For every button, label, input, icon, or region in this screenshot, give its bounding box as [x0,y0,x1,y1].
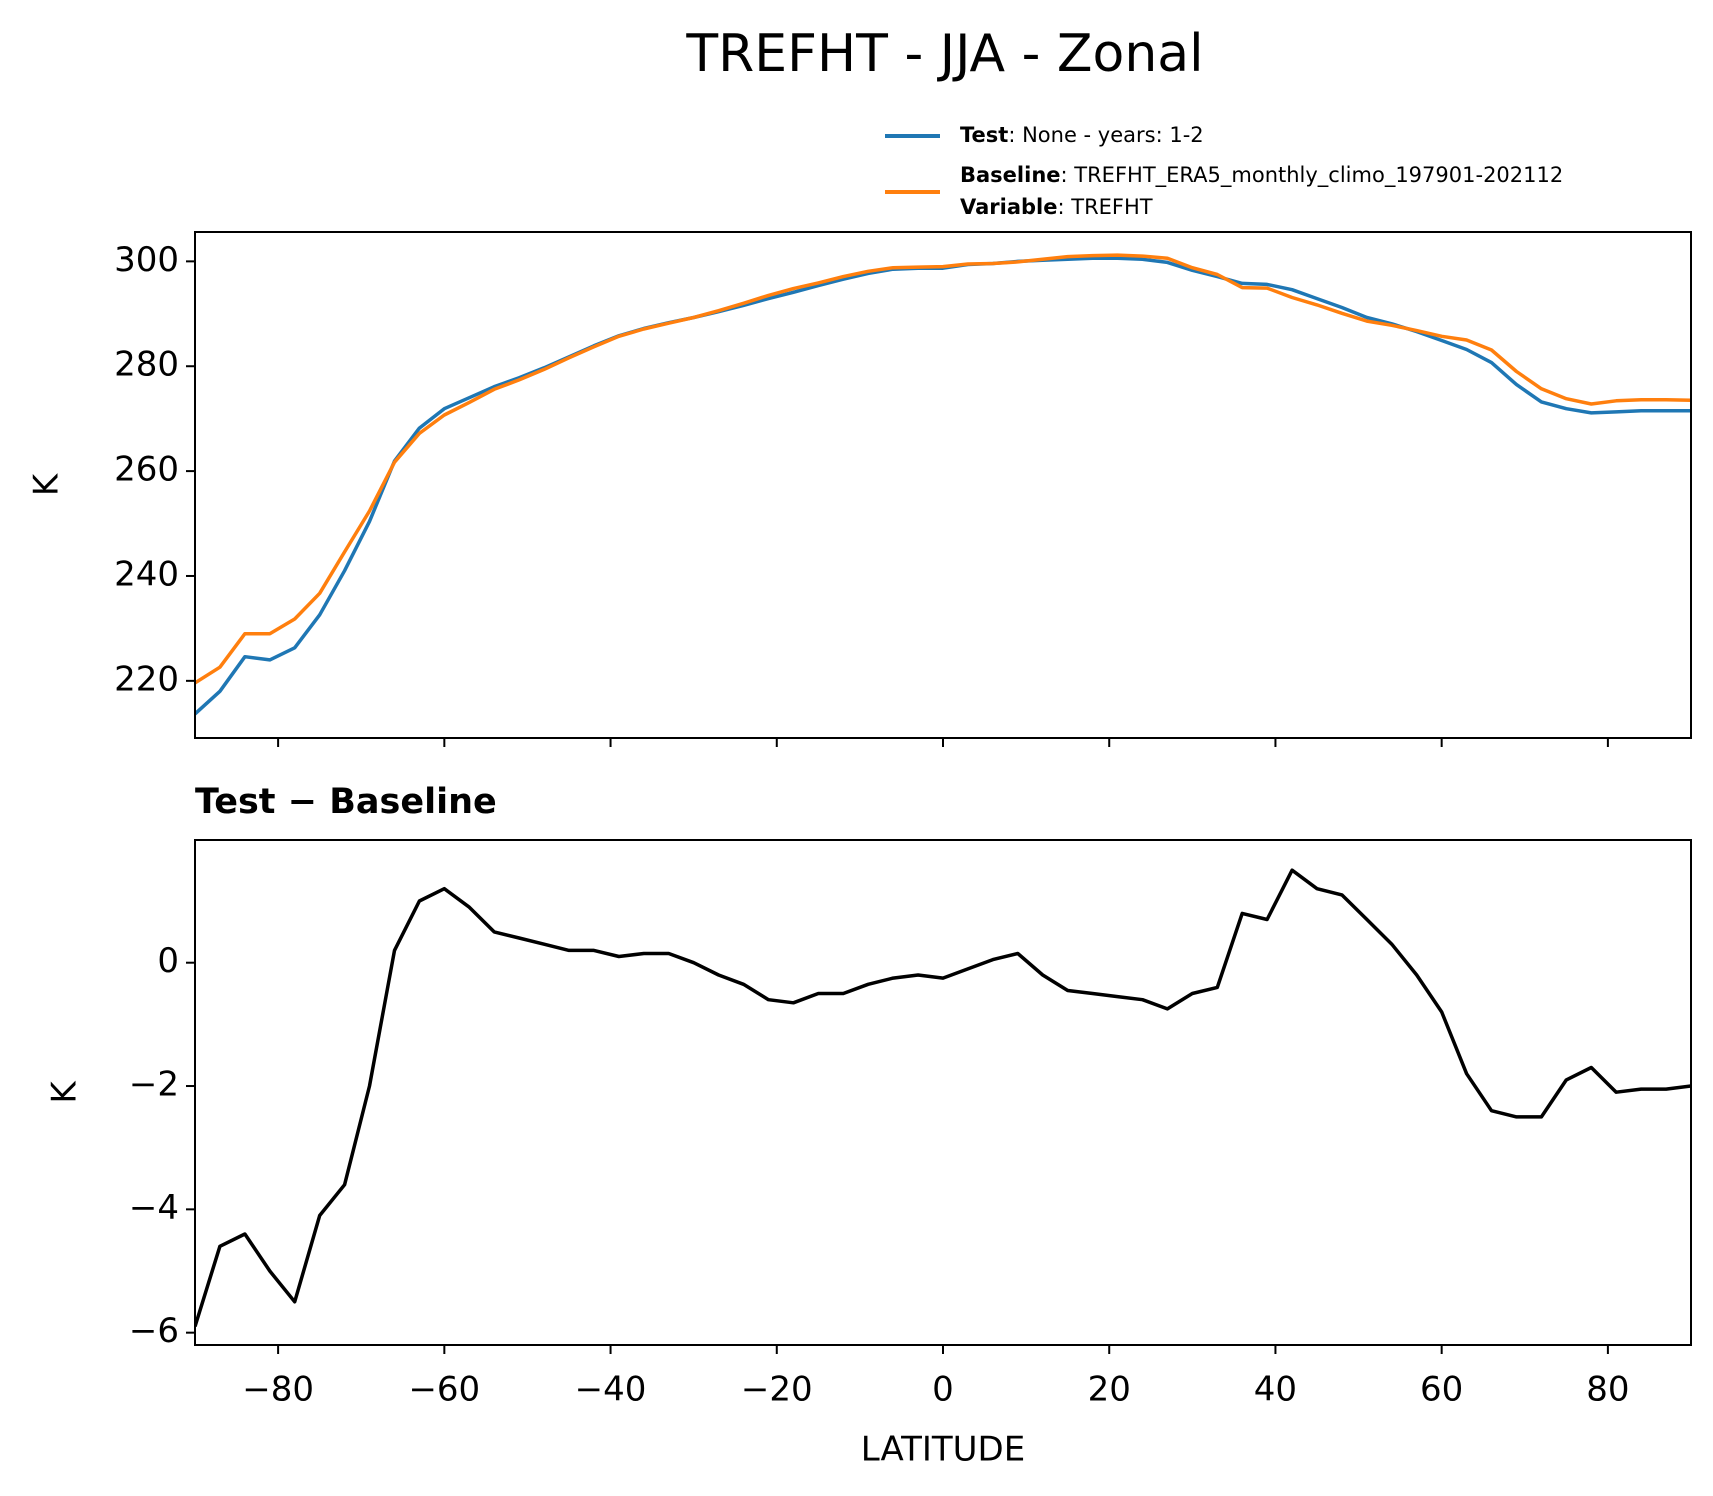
x-tick-label: −20 [741,1370,813,1410]
x-tick-label: −60 [408,1370,480,1410]
figure-title: TREFHT - JJA - Zonal [685,24,1203,84]
y-axis-label: K [45,1080,85,1104]
y-tick-label: 240 [114,554,179,594]
series-line [195,253,1691,685]
y-tick-label: 0 [157,941,179,981]
legend-label: Baseline: TREFHT_ERA5_monthly_climo_1979… [960,163,1563,188]
y-tick-label: −6 [129,1311,179,1351]
legend-detail: : None - years: 1-2 [1008,123,1203,147]
y-tick-label: 260 [114,450,179,490]
legend-name: Baseline [960,163,1061,187]
series-line [195,256,1691,716]
legend-name: Test [960,123,1008,147]
x-tick-label: 80 [1586,1370,1629,1410]
series-line [195,868,1691,1328]
x-axis-label: LATITUDE [861,1430,1025,1470]
legend-detail: : TREFHT [1057,195,1152,219]
x-tick-label: 0 [932,1370,954,1410]
y-tick-label: 220 [114,659,179,699]
y-tick-label: −2 [129,1065,179,1105]
x-tick-label: 60 [1420,1370,1463,1410]
legend-name: Variable [960,195,1057,219]
x-tick-label: −80 [242,1370,314,1410]
legend-detail: : TREFHT_ERA5_monthly_climo_197901-20211… [1061,163,1564,188]
axes-frame [194,839,1692,1346]
y-tick-label: 280 [114,345,179,385]
x-tick-label: 40 [1254,1370,1297,1410]
legend-label: Test: None - years: 1-2 [960,123,1204,147]
x-tick-label: −40 [575,1370,647,1410]
axes-title: Test − Baseline [195,782,497,822]
legend-label: Variable: TREFHT [960,195,1153,219]
y-tick-label: −4 [129,1188,179,1228]
y-axis-label: K [27,472,67,496]
axes-frame [194,231,1692,739]
x-tick-label: 20 [1088,1370,1131,1410]
y-tick-label: 300 [114,240,179,280]
